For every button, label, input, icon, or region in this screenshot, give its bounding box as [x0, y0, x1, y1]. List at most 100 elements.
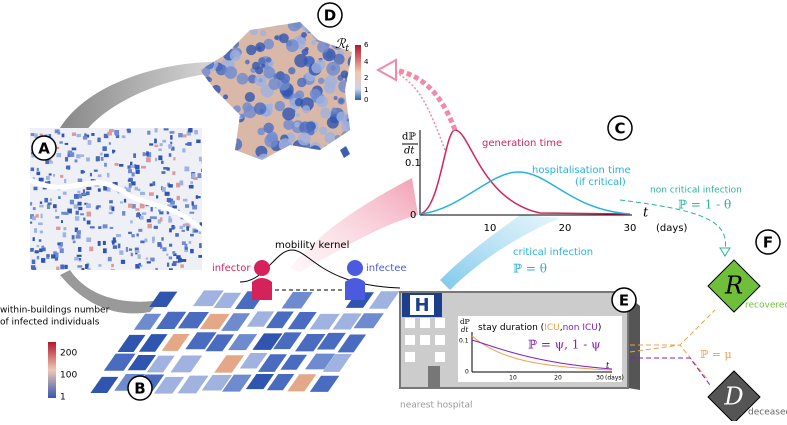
- texture: [78, 193, 83, 199]
- texture: [147, 223, 152, 229]
- crit-label: critical infection: [513, 247, 593, 258]
- noncrit-head: [719, 247, 731, 257]
- texture: [138, 262, 141, 266]
- texture: [97, 241, 101, 246]
- texture: [268, 78, 281, 90]
- texture: [309, 375, 340, 392]
- texture: [114, 163, 119, 166]
- texture: [257, 354, 287, 372]
- texture: [89, 172, 93, 177]
- texture: [219, 27, 227, 35]
- texture: [74, 216, 80, 221]
- texture: [73, 204, 78, 209]
- generation-curve: [419, 129, 631, 215]
- texture: [109, 200, 113, 204]
- texture: [368, 291, 400, 309]
- texture: [200, 79, 209, 90]
- texture: [39, 204, 44, 208]
- rt-ticks: 6 4 2 1 0: [364, 41, 369, 104]
- texture: [195, 195, 199, 199]
- texture: [86, 211, 92, 217]
- nonicu-curve: [471, 339, 613, 370]
- texture: [199, 243, 202, 249]
- texture: [51, 254, 56, 259]
- texture: [32, 237, 35, 242]
- texture: [112, 237, 116, 243]
- texture: [60, 220, 63, 224]
- texture: [55, 216, 60, 219]
- texture: [229, 50, 241, 62]
- texture: [177, 375, 209, 394]
- texture: [207, 77, 213, 83]
- texture: [30, 133, 35, 137]
- texture: [154, 157, 158, 162]
- texture: [212, 30, 218, 36]
- texture: [103, 153, 109, 158]
- texture: [181, 241, 186, 245]
- texture: [168, 268, 173, 270]
- texture: [184, 243, 188, 248]
- texture: [74, 257, 80, 261]
- cone-blue: [440, 215, 560, 290]
- hospital-caption: nearest hospital: [400, 401, 473, 411]
- texture: [225, 121, 232, 129]
- texture: [109, 205, 113, 210]
- rt-arrow-thin: [394, 71, 446, 151]
- texture: [119, 163, 124, 167]
- texture: [140, 191, 145, 196]
- texture: [201, 23, 207, 29]
- c-y-num: dℙ: [402, 132, 416, 143]
- texture: [39, 133, 43, 138]
- texture: [71, 132, 76, 136]
- texture: [83, 217, 86, 221]
- texture: [103, 185, 108, 191]
- texture: [201, 374, 233, 391]
- texture: [201, 168, 202, 172]
- texture: [129, 165, 134, 169]
- texture: [161, 160, 164, 164]
- texture: [225, 114, 232, 122]
- texture: [47, 202, 52, 205]
- rt-tick: 4: [364, 58, 369, 66]
- e-y-tick: 0: [465, 369, 469, 376]
- texture: [194, 49, 198, 53]
- texture: [119, 250, 124, 255]
- texture: [75, 210, 79, 215]
- texture: [191, 173, 196, 178]
- texture: [58, 244, 63, 249]
- texture: [158, 155, 163, 161]
- texture: [164, 191, 170, 196]
- texture: [82, 135, 88, 140]
- texture: [172, 205, 177, 209]
- legend-tick: 1: [60, 393, 66, 403]
- texture: [185, 332, 217, 350]
- texture: [131, 204, 136, 209]
- panel-circle: [611, 287, 637, 313]
- texture: [77, 178, 83, 183]
- texture: [281, 292, 313, 309]
- texture: [312, 151, 323, 160]
- hosp-label: hospitalisation time: [532, 165, 631, 176]
- texture: [200, 39, 207, 51]
- texture: [173, 253, 177, 257]
- texture: [213, 25, 218, 30]
- texture: [265, 311, 294, 329]
- texture: [133, 164, 137, 169]
- texture: [252, 61, 260, 70]
- texture: [157, 242, 162, 247]
- texture: [44, 197, 49, 203]
- texture: [206, 107, 215, 116]
- texture: [193, 176, 198, 181]
- texture: [127, 129, 131, 133]
- texture: [199, 313, 230, 330]
- texture: [127, 165, 131, 169]
- texture: [321, 28, 335, 42]
- texture: [198, 255, 202, 258]
- texture: [287, 154, 295, 160]
- texture: [146, 152, 152, 157]
- texture: [190, 181, 193, 185]
- texture: [223, 22, 233, 29]
- texture: [197, 173, 202, 179]
- texture: [186, 224, 191, 228]
- texture: [74, 227, 79, 233]
